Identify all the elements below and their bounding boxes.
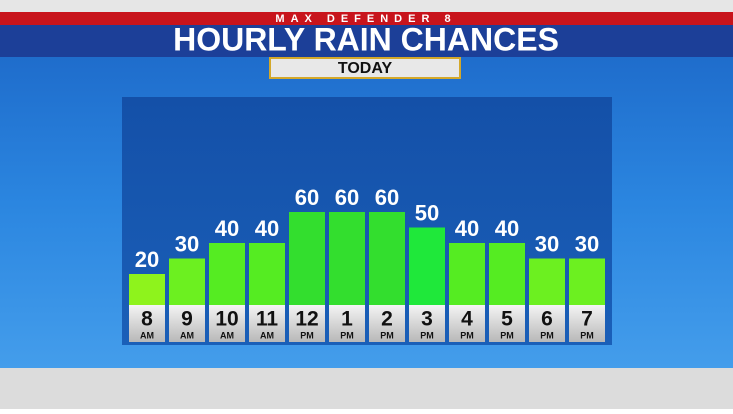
top-band [0, 0, 733, 12]
chart-title: HOURLY RAIN CHANCES [173, 21, 559, 57]
brand: MAX DEFENDER 8 [275, 13, 456, 25]
period-label: PM [540, 330, 554, 340]
period-label: PM [380, 330, 394, 340]
hour-box [329, 305, 365, 342]
bar [329, 212, 365, 305]
value-label: 40 [255, 216, 279, 241]
bar [209, 243, 245, 305]
x-tick-label: 10 [215, 308, 238, 331]
bar [489, 243, 525, 305]
hour-box [569, 305, 605, 342]
subtitle-box [269, 57, 461, 79]
period-label: PM [460, 330, 474, 340]
x-tick-label: 9 [181, 308, 193, 331]
brand-strip [0, 12, 733, 25]
x-tick-label: 6 [541, 308, 553, 331]
hour-box [409, 305, 445, 342]
bar [369, 212, 405, 305]
bottom-band [0, 368, 733, 409]
value-label: 40 [215, 216, 239, 241]
x-tick-label: 3 [421, 308, 433, 331]
x-tick-label: 4 [461, 308, 473, 331]
hour-box [369, 305, 405, 342]
value-label: 40 [495, 216, 519, 241]
value-label: 50 [415, 200, 439, 225]
period-label: AM [180, 330, 194, 340]
x-tick-label: 11 [256, 308, 279, 331]
hour-box [289, 305, 325, 342]
hour-box [209, 305, 245, 342]
value-label: 30 [175, 231, 199, 256]
hour-box [169, 305, 205, 342]
value-label: 60 [295, 185, 319, 210]
x-tick-label: 1 [341, 308, 353, 331]
bar [569, 258, 605, 305]
bar [169, 258, 205, 305]
x-tick-label: 8 [141, 308, 153, 331]
x-tick-label: 2 [381, 308, 393, 331]
value-label: 40 [455, 216, 479, 241]
x-tick-label: 5 [501, 308, 513, 331]
value-label: 30 [575, 231, 599, 256]
period-label: PM [340, 330, 354, 340]
period-label: AM [140, 330, 154, 340]
period-label: PM [580, 330, 594, 340]
bar [289, 212, 325, 305]
period-label: PM [300, 330, 314, 340]
value-label: 60 [335, 185, 359, 210]
bar [129, 274, 165, 305]
period-label: AM [260, 330, 274, 340]
bar [449, 243, 485, 305]
value-label: 20 [135, 247, 159, 272]
period-label: PM [500, 330, 514, 340]
value-label: 30 [535, 231, 559, 256]
hour-box [249, 305, 285, 342]
x-tick-label: 12 [295, 308, 318, 331]
hour-box [449, 305, 485, 342]
hour-box [489, 305, 525, 342]
bar [409, 227, 445, 305]
period-label: AM [220, 330, 234, 340]
x-tick-label: 7 [581, 308, 593, 331]
subtitle: TODAY [338, 60, 393, 77]
period-label: PM [420, 330, 434, 340]
hour-box [529, 305, 565, 342]
bar [529, 258, 565, 305]
bar [249, 243, 285, 305]
value-label: 60 [375, 185, 399, 210]
hour-box [129, 305, 165, 342]
title-band [0, 25, 733, 57]
